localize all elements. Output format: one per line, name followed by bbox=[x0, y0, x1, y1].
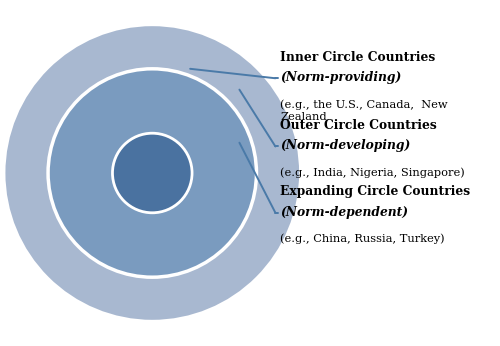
Text: (Norm-providing): (Norm-providing) bbox=[280, 71, 402, 84]
Text: Expanding Circle Countries: Expanding Circle Countries bbox=[280, 185, 470, 198]
Text: Outer Circle Countries: Outer Circle Countries bbox=[280, 119, 437, 132]
Text: (e.g., China, Russia, Turkey): (e.g., China, Russia, Turkey) bbox=[280, 234, 445, 245]
Text: (Norm-developing): (Norm-developing) bbox=[280, 139, 410, 152]
Circle shape bbox=[48, 69, 256, 277]
Text: (Norm-dependent): (Norm-dependent) bbox=[280, 206, 408, 219]
Text: (e.g., the U.S., Canada,  New
Zealand: (e.g., the U.S., Canada, New Zealand bbox=[280, 99, 448, 121]
Text: (e.g., India, Nigeria, Singapore): (e.g., India, Nigeria, Singapore) bbox=[280, 167, 465, 178]
Text: Inner Circle Countries: Inner Circle Countries bbox=[280, 51, 436, 64]
Circle shape bbox=[112, 133, 192, 213]
Circle shape bbox=[6, 26, 299, 320]
